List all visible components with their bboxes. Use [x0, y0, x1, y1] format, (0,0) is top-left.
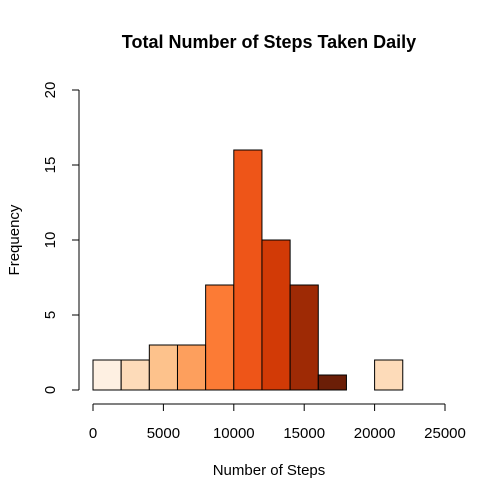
x-tick-label: 0 — [89, 425, 97, 442]
histogram-bar-7 — [289, 284, 319, 391]
histogram-bars — [92, 149, 404, 391]
x-tick-label: 5000 — [147, 425, 180, 442]
x-axis-ticks: 0 5000 10000 15000 20000 25000 — [89, 404, 466, 442]
y-tick-label: 10 — [42, 232, 59, 249]
x-axis: 0 5000 10000 15000 20000 25000 — [89, 403, 466, 442]
y-axis-ticks: 0 5 10 15 20 — [42, 82, 79, 394]
histogram-bar-4 — [205, 284, 235, 391]
histogram-bar-10 — [374, 359, 404, 391]
y-axis: 0 5 10 15 20 — [42, 82, 80, 394]
y-tick-label: 5 — [42, 311, 59, 319]
histogram-bar-2 — [148, 344, 178, 391]
y-tick-label: 20 — [42, 82, 59, 99]
histogram-bar-1 — [120, 359, 150, 391]
y-axis-label: Frequency — [6, 204, 23, 275]
y-tick-label: 0 — [42, 386, 59, 394]
histogram-bar-6 — [261, 239, 291, 391]
histogram-bar-0 — [92, 359, 122, 391]
x-tick-label: 15000 — [283, 425, 325, 442]
histogram-bar-5 — [233, 149, 263, 391]
x-axis-label: Number of Steps — [213, 462, 326, 479]
x-tick-label: 10000 — [213, 425, 255, 442]
histogram-bar-8 — [317, 374, 347, 391]
x-tick-label: 25000 — [424, 425, 466, 442]
x-tick-label: 20000 — [354, 425, 396, 442]
chart-title: Total Number of Steps Taken Daily — [122, 32, 416, 52]
y-tick-label: 15 — [42, 157, 59, 174]
histogram-bar-3 — [176, 344, 207, 391]
